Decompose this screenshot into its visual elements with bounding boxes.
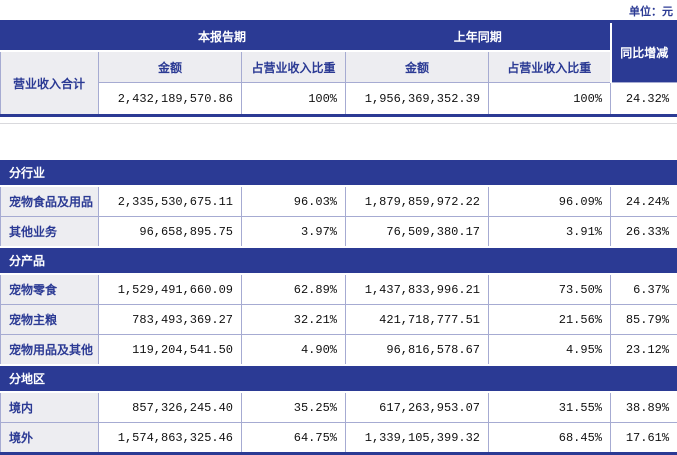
row-label: 宠物食品及用品 <box>1 186 99 217</box>
cell-prior-amount: 76,509,380.17 <box>346 217 489 248</box>
col-header-yoy: 同比增减 <box>611 22 677 83</box>
cell-current-amount: 2,432,189,570.86 <box>99 83 242 116</box>
cell-yoy: 24.24% <box>611 186 677 217</box>
cell-prior-amount: 421,718,777.51 <box>346 305 489 335</box>
cell-yoy: 24.32% <box>611 83 677 116</box>
cell-prior-pct: 68.45% <box>489 423 611 454</box>
cell-prior-pct: 3.91% <box>489 217 611 248</box>
cell-prior-amount: 96,816,578.67 <box>346 335 489 366</box>
section-header-by-product: 分产品 <box>1 247 677 274</box>
section-row-by-industry: 分行业 <box>1 159 677 186</box>
cell-prior-pct: 4.95% <box>489 335 611 366</box>
cell-yoy: 17.61% <box>611 423 677 454</box>
row-label: 宠物主粮 <box>1 305 99 335</box>
col-header-current-period: 本报告期 <box>99 22 346 52</box>
header-corner-cell <box>1 22 99 52</box>
col-header-amount-current: 金额 <box>99 51 242 83</box>
table-row: 境外 1,574,863,325.46 64.75% 1,339,105,399… <box>1 423 677 454</box>
table-row: 其他业务 96,658,895.75 3.97% 76,509,380.17 3… <box>1 217 677 248</box>
cell-current-amount: 783,493,369.27 <box>99 305 242 335</box>
table-row: 宠物用品及其他 119,204,541.50 4.90% 96,816,578.… <box>1 335 677 366</box>
cell-yoy: 6.37% <box>611 274 677 305</box>
cell-current-pct: 100% <box>242 83 346 116</box>
col-header-pct-prior: 占营业收入比重 <box>489 51 611 83</box>
cell-yoy: 85.79% <box>611 305 677 335</box>
cell-prior-amount: 1,956,369,352.39 <box>346 83 489 116</box>
col-header-amount-prior: 金额 <box>346 51 489 83</box>
total-revenue-row: 2,432,189,570.86 100% 1,956,369,352.39 1… <box>1 83 677 116</box>
row-label: 境内 <box>1 392 99 423</box>
cell-current-pct: 35.25% <box>242 392 346 423</box>
cell-prior-pct: 96.09% <box>489 186 611 217</box>
row-label: 宠物零食 <box>1 274 99 305</box>
cell-current-amount: 2,335,530,675.11 <box>99 186 242 217</box>
cell-current-pct: 32.21% <box>242 305 346 335</box>
cell-current-pct: 4.90% <box>242 335 346 366</box>
breakdown-table: 分行业 宠物食品及用品 2,335,530,675.11 96.03% 1,87… <box>0 158 677 455</box>
cell-yoy: 23.12% <box>611 335 677 366</box>
cell-current-pct: 3.97% <box>242 217 346 248</box>
table-row: 境内 857,326,245.40 35.25% 617,263,953.07 … <box>1 392 677 423</box>
cell-current-amount: 857,326,245.40 <box>99 392 242 423</box>
cell-current-amount: 96,658,895.75 <box>99 217 242 248</box>
row-label: 境外 <box>1 423 99 454</box>
cell-prior-pct: 21.56% <box>489 305 611 335</box>
row-label: 宠物用品及其他 <box>1 335 99 366</box>
table-row: 宠物零食 1,529,491,660.09 62.89% 1,437,833,9… <box>1 274 677 305</box>
cell-current-pct: 62.89% <box>242 274 346 305</box>
col-header-prior-period: 上年同期 <box>346 22 611 52</box>
cell-prior-amount: 1,339,105,399.32 <box>346 423 489 454</box>
cell-prior-pct: 100% <box>489 83 611 116</box>
section-header-by-region: 分地区 <box>1 365 677 392</box>
period-header-row: 本报告期 上年同期 同比增减 <box>1 22 677 52</box>
unit-label: 单位：元 <box>0 0 677 20</box>
cell-prior-amount: 617,263,953.07 <box>346 392 489 423</box>
cell-prior-pct: 73.50% <box>489 274 611 305</box>
cell-prior-pct: 31.55% <box>489 392 611 423</box>
section-row-by-region: 分地区 <box>1 365 677 392</box>
cell-current-amount: 1,529,491,660.09 <box>99 274 242 305</box>
row-label: 其他业务 <box>1 217 99 248</box>
row-label-total-revenue: 营业收入合计 <box>1 51 99 116</box>
section-row-by-product: 分产品 <box>1 247 677 274</box>
divider-line <box>0 123 677 124</box>
table-row: 宠物主粮 783,493,369.27 32.21% 421,718,777.5… <box>1 305 677 335</box>
cell-yoy: 38.89% <box>611 392 677 423</box>
cell-current-pct: 96.03% <box>242 186 346 217</box>
sub-header-row: 营业收入合计 金额 占营业收入比重 金额 占营业收入比重 <box>1 51 677 83</box>
summary-table: 本报告期 上年同期 同比增减 营业收入合计 金额 占营业收入比重 金额 占营业收… <box>0 20 677 117</box>
cell-prior-amount: 1,879,859,972.22 <box>346 186 489 217</box>
cell-yoy: 26.33% <box>611 217 677 248</box>
table-row: 宠物食品及用品 2,335,530,675.11 96.03% 1,879,85… <box>1 186 677 217</box>
cell-current-amount: 119,204,541.50 <box>99 335 242 366</box>
cell-prior-amount: 1,437,833,996.21 <box>346 274 489 305</box>
cell-current-pct: 64.75% <box>242 423 346 454</box>
cell-current-amount: 1,574,863,325.46 <box>99 423 242 454</box>
col-header-pct-current: 占营业收入比重 <box>242 51 346 83</box>
section-header-by-industry: 分行业 <box>1 159 677 186</box>
